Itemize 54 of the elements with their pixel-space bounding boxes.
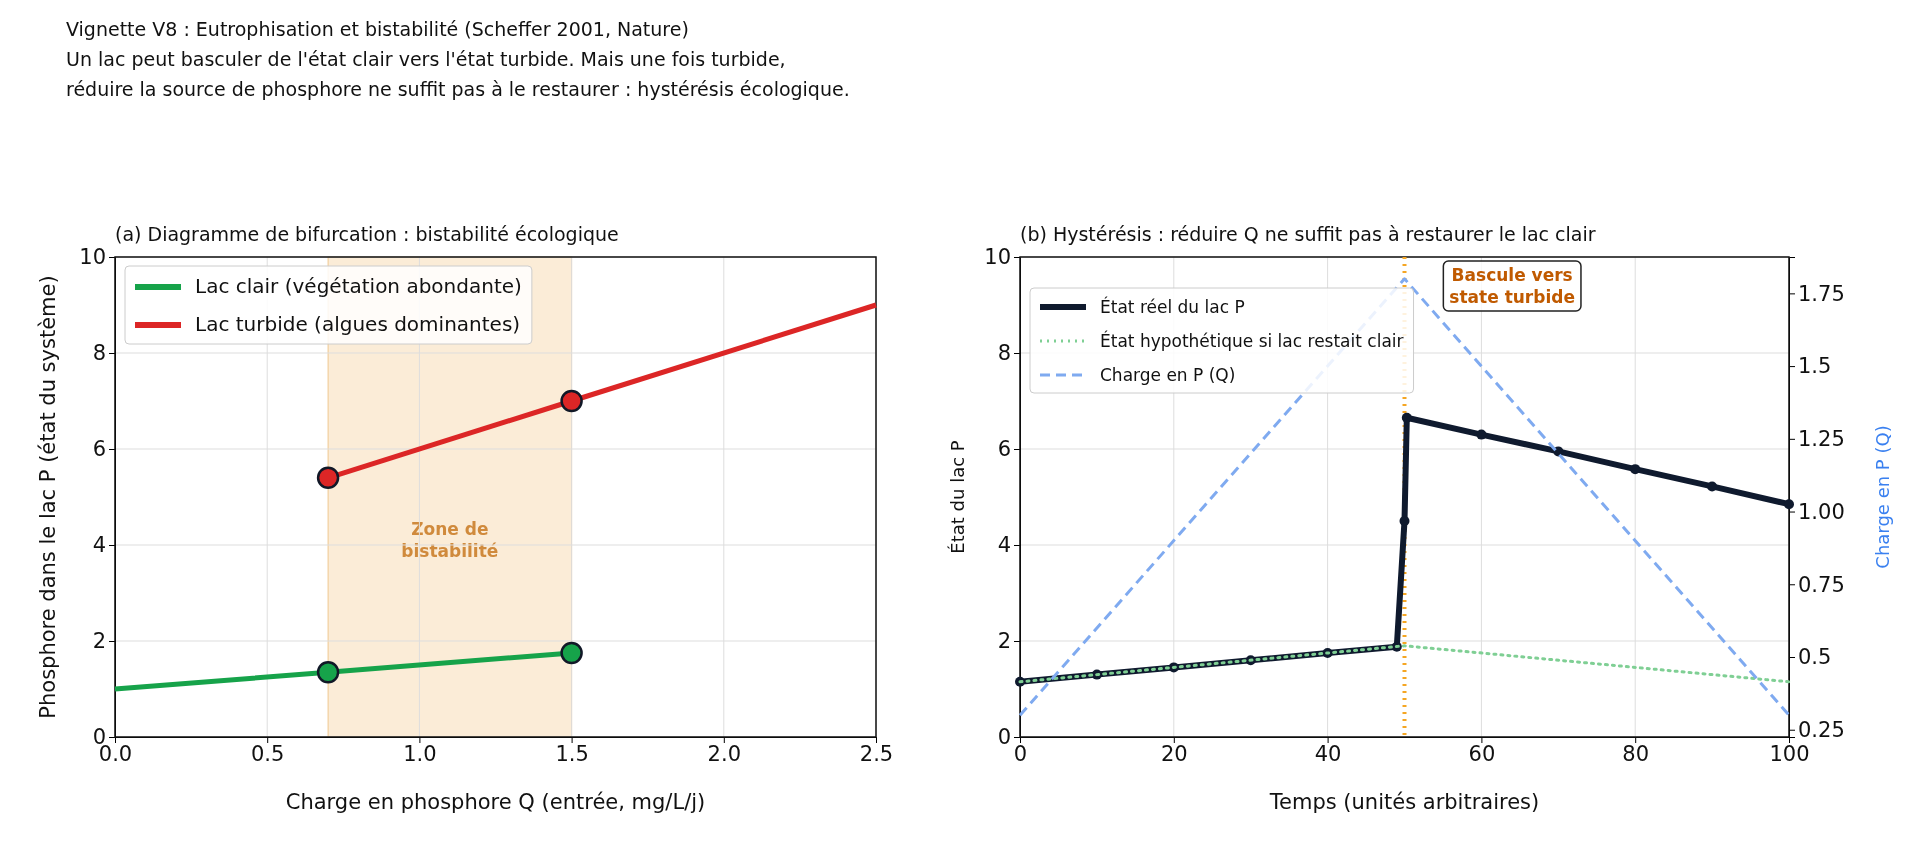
point (560, 641, 583, 665)
y-tick-label: 10 (79, 245, 106, 270)
x-tick-label: 0 (1013, 741, 1028, 766)
y-tick-label: 2 (92, 629, 106, 654)
y-tick-label: 8 (92, 341, 106, 366)
point (1630, 464, 1641, 475)
y2-tick-label: 0.75 (1798, 572, 1845, 597)
chart-title: (b) Hystérésis : réduire Q ne suffit pas à restaurer le lac clair (1020, 223, 1596, 245)
y-tick-label: 8 (997, 341, 1011, 366)
y-axis-title: État du lac P (947, 440, 968, 554)
y2-axis-title: Charge en P (Q) (1872, 425, 1893, 569)
x-tick-label: 2.5 (859, 741, 894, 766)
x-tick-label: 1.0 (403, 741, 437, 766)
y2-tick-label: 0.5 (1798, 645, 1832, 670)
x-tick-label: 100 (1769, 741, 1810, 766)
y-tick-label: 4 (92, 533, 106, 558)
y2-tick-label: 0.25 (1798, 717, 1845, 742)
y2-tick-label: 1.25 (1798, 427, 1845, 452)
band-label: Zone de bistabilité (401, 519, 499, 562)
point (1707, 481, 1718, 492)
legend-label: Charge en P (Q) (1100, 365, 1236, 385)
y-tick-label: 2 (997, 629, 1011, 654)
point (1399, 516, 1410, 526)
y-tick-label: 4 (997, 533, 1011, 558)
x-tick-label: 0.5 (251, 741, 285, 766)
legend-label: Lac clair (végétation abondante) (195, 274, 522, 298)
x-tick-label: 40 (1314, 741, 1342, 766)
legend-label: État réel du lac P (1100, 296, 1245, 317)
y-tick-label: 0 (997, 725, 1011, 750)
y2-tick-label: 1.5 (1798, 354, 1832, 379)
x-tick-label: 60 (1468, 741, 1496, 766)
y2-tick-label: 1.00 (1798, 499, 1845, 524)
y2-tick-label: 1.75 (1798, 281, 1845, 306)
point (1401, 412, 1412, 423)
x-axis-title: Charge en phosphore Q (entrée, mg/L/j) (285, 790, 706, 814)
x-tick-label: 2.0 (707, 741, 741, 766)
x-axis-title: Temps (unités arbitraires) (1268, 790, 1540, 814)
y-tick-label: 6 (92, 437, 106, 462)
chart-title: (a) Diagramme de bifurcation : bistabilité écologique (115, 223, 619, 245)
text: Vignette V8 : Eutrophisation et bistabilité (Scheffer 2001, Nature) Un lac peut basculer de l'état clair vers l'état turbide. Mais une fois turbide, réduire la source de phosphore ne suffit pas à le restaurer : hystérésis écologique. (66, 18, 850, 100)
x-tick-label: 80 (1622, 741, 1650, 766)
legend-label: État hypothétique si lac restait clair (1100, 330, 1404, 351)
point (1476, 429, 1487, 440)
point (316, 466, 340, 490)
annotation: Bascule vers state turbide (1449, 265, 1575, 307)
legend-label: Lac turbide (algues dominantes) (195, 312, 521, 336)
x-tick-label: 20 (1160, 741, 1188, 766)
point (1784, 499, 1794, 510)
y-tick-label: 10 (984, 245, 1011, 270)
y-axis-title: Phosphore dans le lac P (état du système) (36, 275, 60, 719)
point (560, 389, 583, 413)
y-tick-label: 6 (997, 437, 1011, 462)
x-tick-label: 1.5 (555, 741, 589, 766)
point (316, 660, 340, 684)
